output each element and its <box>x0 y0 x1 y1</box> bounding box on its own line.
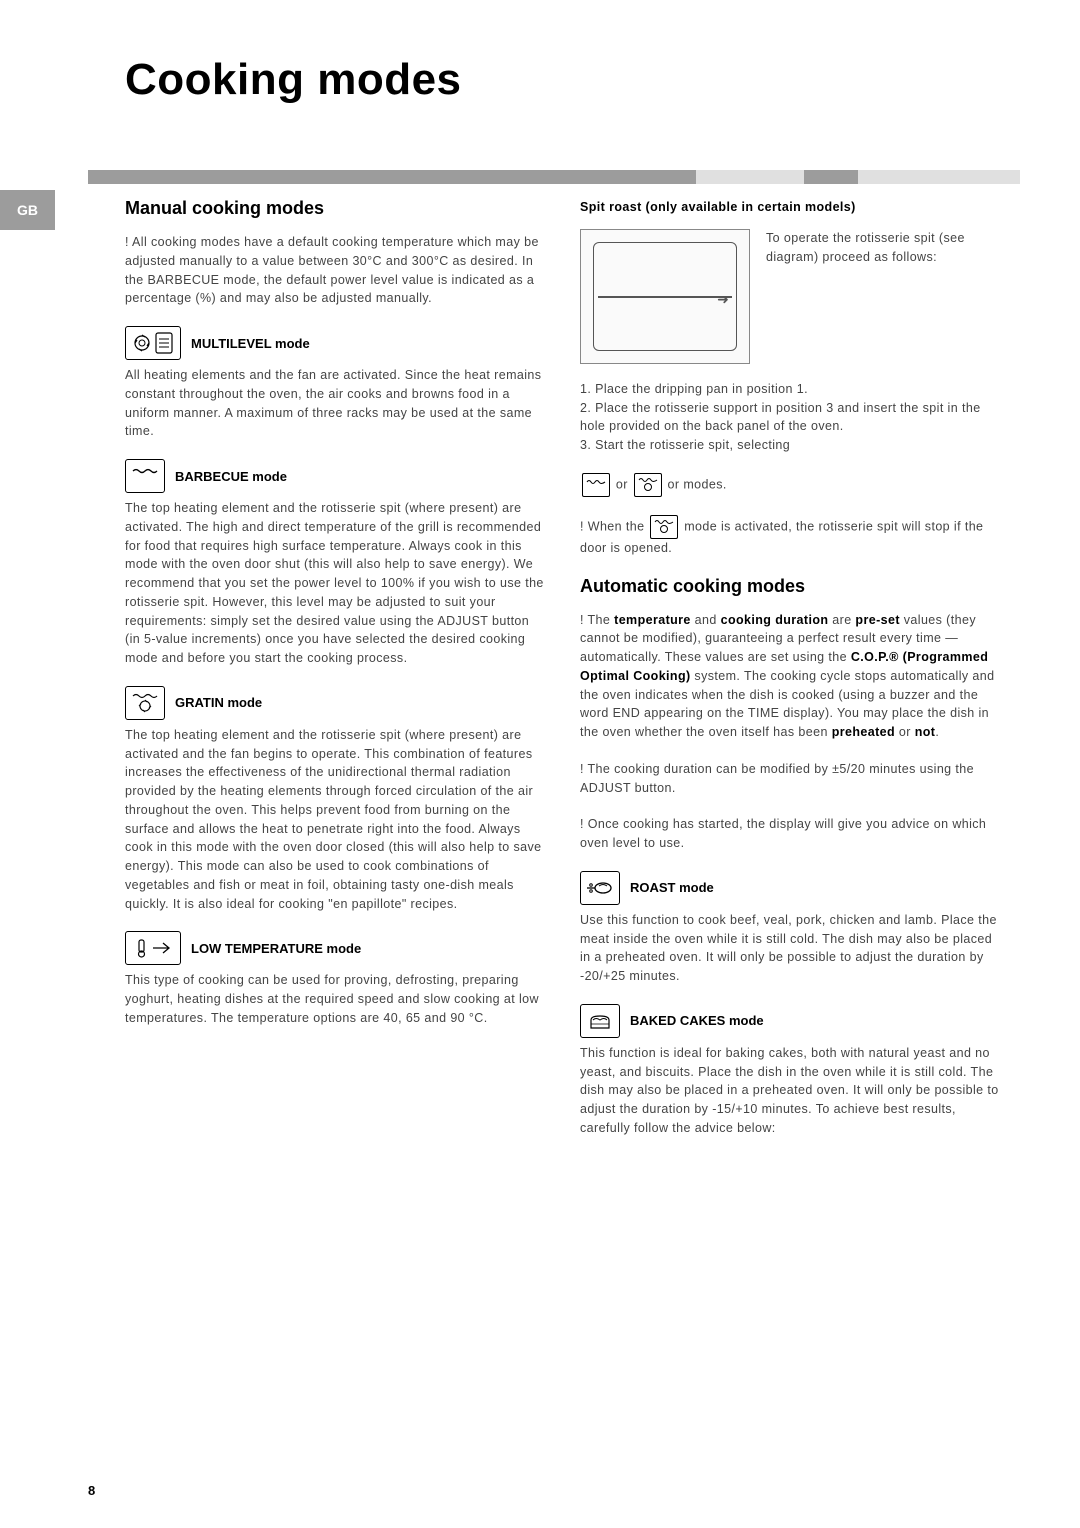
barbecue-icon <box>125 459 165 493</box>
barbecue-row: BARBECUE mode <box>125 459 545 493</box>
roast-icon <box>580 871 620 905</box>
manual-modes-heading: Manual cooking modes <box>125 198 545 219</box>
spit-line2: or modes. <box>668 477 727 491</box>
spit-diagram: ➜ <box>580 229 750 364</box>
gratin-inline-icon <box>634 473 662 497</box>
left-column: Manual cooking modes ! All cooking modes… <box>125 198 545 1046</box>
spit-steps: 1. Place the dripping pan in position 1.… <box>580 380 1000 455</box>
lowtemp-row: LOW TEMPERATURE mode <box>125 931 545 965</box>
barbecue-inline-icon <box>582 473 610 497</box>
gratin-row: GRATIN mode <box>125 686 545 720</box>
spit-roast-block: ➜ To operate the rotisserie spit (see di… <box>580 229 1000 364</box>
lowtemp-label: LOW TEMPERATURE mode <box>191 941 361 956</box>
right-column: Spit roast (only available in certain mo… <box>580 198 1000 1156</box>
spit-icons-line: or or modes. <box>580 473 1000 497</box>
header-bar <box>0 170 1080 184</box>
barbecue-label: BARBECUE mode <box>175 469 287 484</box>
page-number: 8 <box>88 1483 95 1498</box>
multilevel-label: MULTILEVEL mode <box>191 336 310 351</box>
multilevel-text: All heating elements and the fan are act… <box>125 366 545 441</box>
auto-intro: ! The temperature and cooking duration a… <box>580 611 1000 742</box>
manual-intro: ! All cooking modes have a default cooki… <box>125 233 545 308</box>
lowtemp-icon <box>125 931 181 965</box>
auto-p3: ! Once cooking has started, the display … <box>580 815 1000 853</box>
spit-note: ! When the mode is activated, the rotiss… <box>580 515 1000 558</box>
auto-modes-heading: Automatic cooking modes <box>580 576 1000 597</box>
cakes-icon <box>580 1004 620 1038</box>
barbecue-text: The top heating element and the rotisser… <box>125 499 545 668</box>
multilevel-icon <box>125 326 181 360</box>
roast-text: Use this function to cook beef, veal, po… <box>580 911 1000 986</box>
auto-p2: ! The cooking duration can be modified b… <box>580 760 1000 798</box>
roast-label: ROAST mode <box>630 880 714 895</box>
cakes-row: BAKED CAKES mode <box>580 1004 1000 1038</box>
roast-row: ROAST mode <box>580 871 1000 905</box>
gratin-inline-icon-2 <box>650 515 678 539</box>
spit-roast-lead: Spit roast (only available in certain mo… <box>580 200 856 214</box>
spit-side-text: To operate the rotisserie spit (see diag… <box>766 229 1000 364</box>
multilevel-row: MULTILEVEL mode <box>125 326 545 360</box>
gratin-icon <box>125 686 165 720</box>
lowtemp-text: This type of cooking can be used for pro… <box>125 971 545 1027</box>
side-tab-gb: GB <box>0 190 55 230</box>
gratin-label: GRATIN mode <box>175 695 262 710</box>
page-title: Cooking modes <box>125 55 462 105</box>
cakes-label: BAKED CAKES mode <box>630 1013 764 1028</box>
gratin-text: The top heating element and the rotisser… <box>125 726 545 914</box>
cakes-text: This function is ideal for baking cakes,… <box>580 1044 1000 1138</box>
